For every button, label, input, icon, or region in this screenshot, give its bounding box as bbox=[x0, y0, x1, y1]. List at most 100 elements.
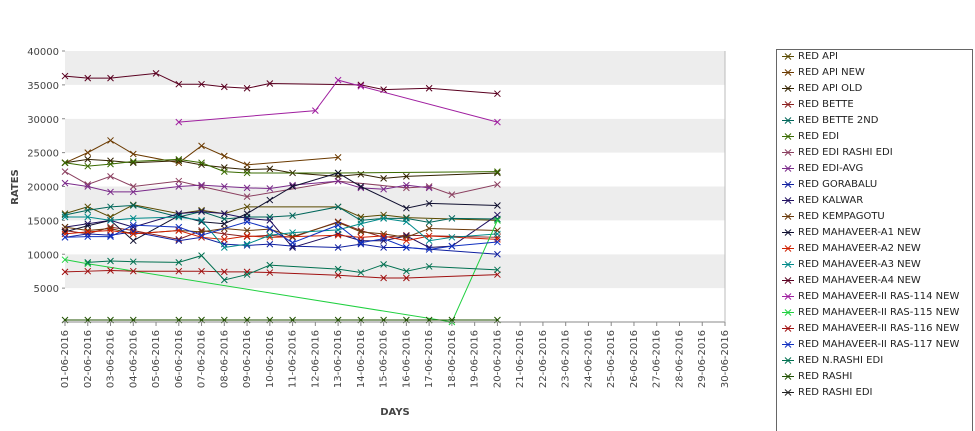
x-tick-label: 23-06-2016 bbox=[561, 330, 572, 388]
legend-label: RED KEMPAGOTU bbox=[798, 211, 885, 222]
legend-item: RED MAHAVEER-A2 NEW bbox=[777, 242, 972, 254]
data-point-marker bbox=[243, 184, 251, 192]
legend-item: RED BETTE 2ND bbox=[777, 114, 972, 126]
legend-swatch-icon bbox=[782, 85, 794, 92]
data-point-marker bbox=[61, 268, 69, 276]
x-tick-label: 16-06-2016 bbox=[401, 330, 412, 388]
legend-item: RED MAHAVEER-II RAS-117 NEW bbox=[777, 338, 972, 350]
x-tick-label: 08-06-2016 bbox=[219, 330, 230, 388]
legend-item: RED GORABALU bbox=[777, 178, 972, 190]
data-point-marker bbox=[334, 221, 342, 229]
data-point-marker bbox=[129, 159, 137, 167]
y-tick-label: 40000 bbox=[27, 47, 59, 58]
legend-item: RED N.RASHI EDI bbox=[777, 354, 972, 366]
data-point-marker bbox=[494, 266, 501, 274]
x-tick-label: 19-06-2016 bbox=[470, 330, 481, 388]
legend-item: RED EDI RASHI EDI bbox=[777, 146, 972, 158]
grid-band bbox=[65, 118, 725, 153]
data-point-marker bbox=[357, 233, 365, 241]
x-tick-label: 12-06-2016 bbox=[310, 330, 321, 388]
data-point-marker bbox=[220, 215, 228, 223]
x-tick-label: 27-06-2016 bbox=[652, 330, 663, 388]
data-point-marker bbox=[175, 177, 183, 185]
x-tick-label: 09-06-2016 bbox=[242, 330, 253, 388]
data-point-marker bbox=[357, 228, 365, 236]
data-point-marker bbox=[84, 260, 92, 268]
x-tick-label: 13-06-2016 bbox=[333, 330, 344, 388]
legend-swatch-icon bbox=[782, 373, 794, 380]
data-point-marker bbox=[61, 213, 69, 221]
x-tick-label: 03-06-2016 bbox=[106, 330, 117, 388]
legend-item: RED RASHI EDI bbox=[777, 386, 972, 398]
data-point-marker bbox=[220, 83, 228, 91]
legend-swatch-icon bbox=[782, 69, 794, 76]
data-point-marker bbox=[380, 214, 387, 222]
data-point-marker bbox=[380, 175, 387, 182]
legend-label: RED RASHI bbox=[798, 371, 853, 382]
data-point-marker bbox=[266, 261, 274, 269]
data-point-marker bbox=[380, 232, 387, 240]
grid-bands bbox=[65, 51, 725, 322]
data-point-marker bbox=[129, 214, 137, 222]
data-point-marker bbox=[198, 208, 205, 215]
x-tick-labels: 01-06-2016 02-06-2016 03-06-2016 04-06-2016… bbox=[60, 322, 731, 388]
data-point-marker bbox=[266, 269, 274, 276]
data-point-marker bbox=[107, 231, 114, 239]
data-point-marker bbox=[425, 225, 433, 232]
series-line bbox=[64, 221, 498, 251]
legend-label: RED EDI-AVG bbox=[798, 163, 864, 174]
data-point-marker bbox=[198, 80, 205, 88]
data-point-marker bbox=[494, 235, 501, 243]
series-line bbox=[87, 255, 498, 281]
data-point-marker bbox=[448, 214, 456, 222]
data-point-marker bbox=[107, 217, 114, 224]
x-tick-label: 21-06-2016 bbox=[515, 330, 526, 388]
data-point-marker bbox=[448, 233, 456, 241]
data-point-marker bbox=[175, 213, 183, 221]
grid-band bbox=[65, 288, 725, 322]
data-point-marker bbox=[243, 240, 251, 248]
data-point-marker bbox=[243, 193, 251, 201]
data-point-marker bbox=[425, 263, 433, 270]
x-tick-label: 02-06-2016 bbox=[83, 330, 94, 388]
series-line bbox=[64, 220, 498, 323]
data-point-marker bbox=[425, 237, 433, 245]
data-point-marker bbox=[107, 160, 114, 168]
data-point-marker bbox=[84, 183, 92, 190]
data-point-marker bbox=[425, 200, 433, 207]
data-point-marker bbox=[425, 84, 433, 92]
grid-band bbox=[65, 51, 725, 85]
data-point-marker bbox=[334, 271, 342, 279]
data-point-marker bbox=[243, 169, 251, 177]
legend-swatch-icon bbox=[782, 389, 794, 396]
data-point-marker bbox=[84, 74, 92, 82]
legend-label: RED BETTE 2ND bbox=[798, 115, 879, 126]
data-point-marker bbox=[243, 232, 251, 240]
data-point-marker bbox=[334, 231, 342, 239]
legend-swatch-icon bbox=[782, 309, 794, 316]
data-point-marker bbox=[289, 239, 296, 247]
y-tick-label: 10000 bbox=[27, 250, 59, 261]
data-point-marker bbox=[494, 230, 501, 238]
data-point-marker bbox=[61, 72, 69, 80]
data-point-marker bbox=[198, 159, 205, 167]
data-point-marker bbox=[220, 210, 228, 217]
legend-label: RED MAHAVEER-A1 NEW bbox=[798, 227, 921, 238]
data-point-marker bbox=[425, 184, 433, 192]
data-point-marker bbox=[175, 183, 183, 190]
data-point-marker bbox=[107, 74, 114, 82]
data-point-marker bbox=[107, 227, 114, 234]
x-tick-label: 14-06-2016 bbox=[356, 330, 367, 388]
legend-swatch-icon bbox=[782, 53, 794, 60]
legend-item: RED MAHAVEER-II RAS-116 NEW bbox=[777, 322, 972, 334]
x-tick-label: 10-06-2016 bbox=[265, 330, 276, 388]
x-tick-label: 18-06-2016 bbox=[447, 330, 458, 388]
data-point-marker bbox=[334, 169, 342, 177]
data-point-marker bbox=[61, 168, 69, 175]
data-point-marker bbox=[403, 232, 410, 240]
legend-label: RED MAHAVEER-A4 NEW bbox=[798, 275, 921, 286]
data-point-marker bbox=[380, 274, 387, 282]
legend-label: RED KALWAR bbox=[798, 195, 864, 206]
legend-swatch-icon bbox=[782, 197, 794, 204]
data-point-marker bbox=[403, 181, 410, 189]
